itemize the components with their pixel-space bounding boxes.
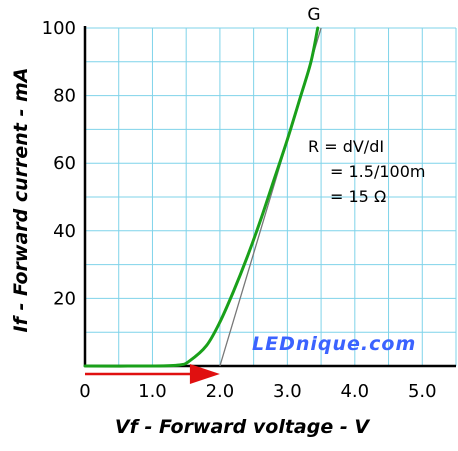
y-tick-label: 100 xyxy=(42,18,76,39)
grid-lines xyxy=(85,27,457,366)
series-line-g xyxy=(83,26,320,368)
x-tick-label: 5.0 xyxy=(408,381,437,402)
x-tick-label: 1.0 xyxy=(138,381,167,402)
x-axis-title: Vf - Forward voltage - V xyxy=(115,416,370,438)
y-tick-label: 60 xyxy=(53,153,76,174)
y-tick-label: 80 xyxy=(53,86,76,107)
y-tick-labels: 20 40 60 80 100 xyxy=(42,18,76,309)
x-tick-labels: 0 1.0 2.0 3.0 4.0 5.0 xyxy=(79,381,436,402)
annotation-line-2: = 1.5/100m xyxy=(330,162,425,181)
x-tick-label: 2.0 xyxy=(206,381,235,402)
watermark-text: LEDnique.com xyxy=(252,333,416,355)
x-tick-label: 3.0 xyxy=(273,381,302,402)
series-label-g: G xyxy=(307,5,320,25)
y-tick-label: 40 xyxy=(53,221,76,242)
annotation-line-1: R = dV/dI xyxy=(308,137,384,156)
y-axis-title: If - Forward current - mA xyxy=(10,68,32,333)
x-tick-label: 4.0 xyxy=(340,381,369,402)
voltage-arrow-head xyxy=(189,364,220,384)
annotation-line-3: = 15 Ω xyxy=(330,187,386,206)
y-tick-label: 20 xyxy=(53,288,76,309)
plot-marks xyxy=(83,26,322,384)
x-tick-label: 0 xyxy=(79,381,90,402)
